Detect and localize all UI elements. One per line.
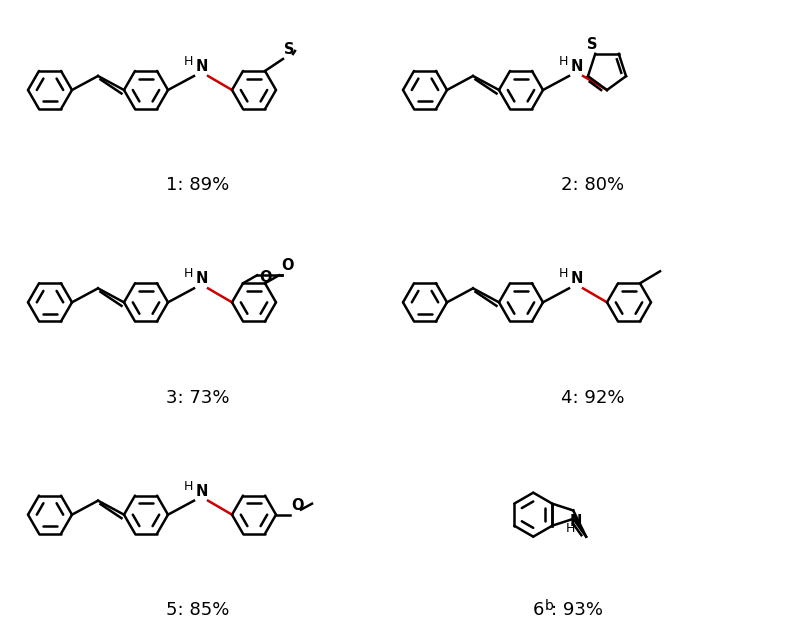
Text: N: N: [196, 483, 209, 499]
Text: H: H: [566, 522, 575, 536]
Text: 3: 73%: 3: 73%: [166, 389, 229, 406]
Text: H: H: [183, 480, 193, 492]
Text: S: S: [284, 42, 295, 57]
Text: N: N: [570, 515, 582, 529]
Text: H: H: [559, 55, 568, 68]
Text: 4: 92%: 4: 92%: [561, 389, 624, 406]
Text: 6: 6: [533, 601, 544, 619]
Text: b: b: [544, 599, 553, 613]
Text: N: N: [571, 271, 583, 287]
Text: 5: 85%: 5: 85%: [166, 601, 229, 619]
Text: O: O: [281, 258, 294, 273]
Text: S: S: [587, 37, 597, 52]
Text: O: O: [291, 497, 303, 513]
Text: : 93%: : 93%: [551, 601, 604, 619]
Text: N: N: [196, 59, 209, 74]
Text: N: N: [196, 271, 209, 287]
Text: N: N: [571, 59, 583, 74]
Text: H: H: [183, 268, 193, 280]
Text: H: H: [559, 268, 568, 280]
Text: 1: 89%: 1: 89%: [166, 176, 229, 194]
Text: O: O: [259, 270, 272, 285]
Text: 2: 80%: 2: 80%: [561, 176, 624, 194]
Text: H: H: [183, 55, 193, 68]
